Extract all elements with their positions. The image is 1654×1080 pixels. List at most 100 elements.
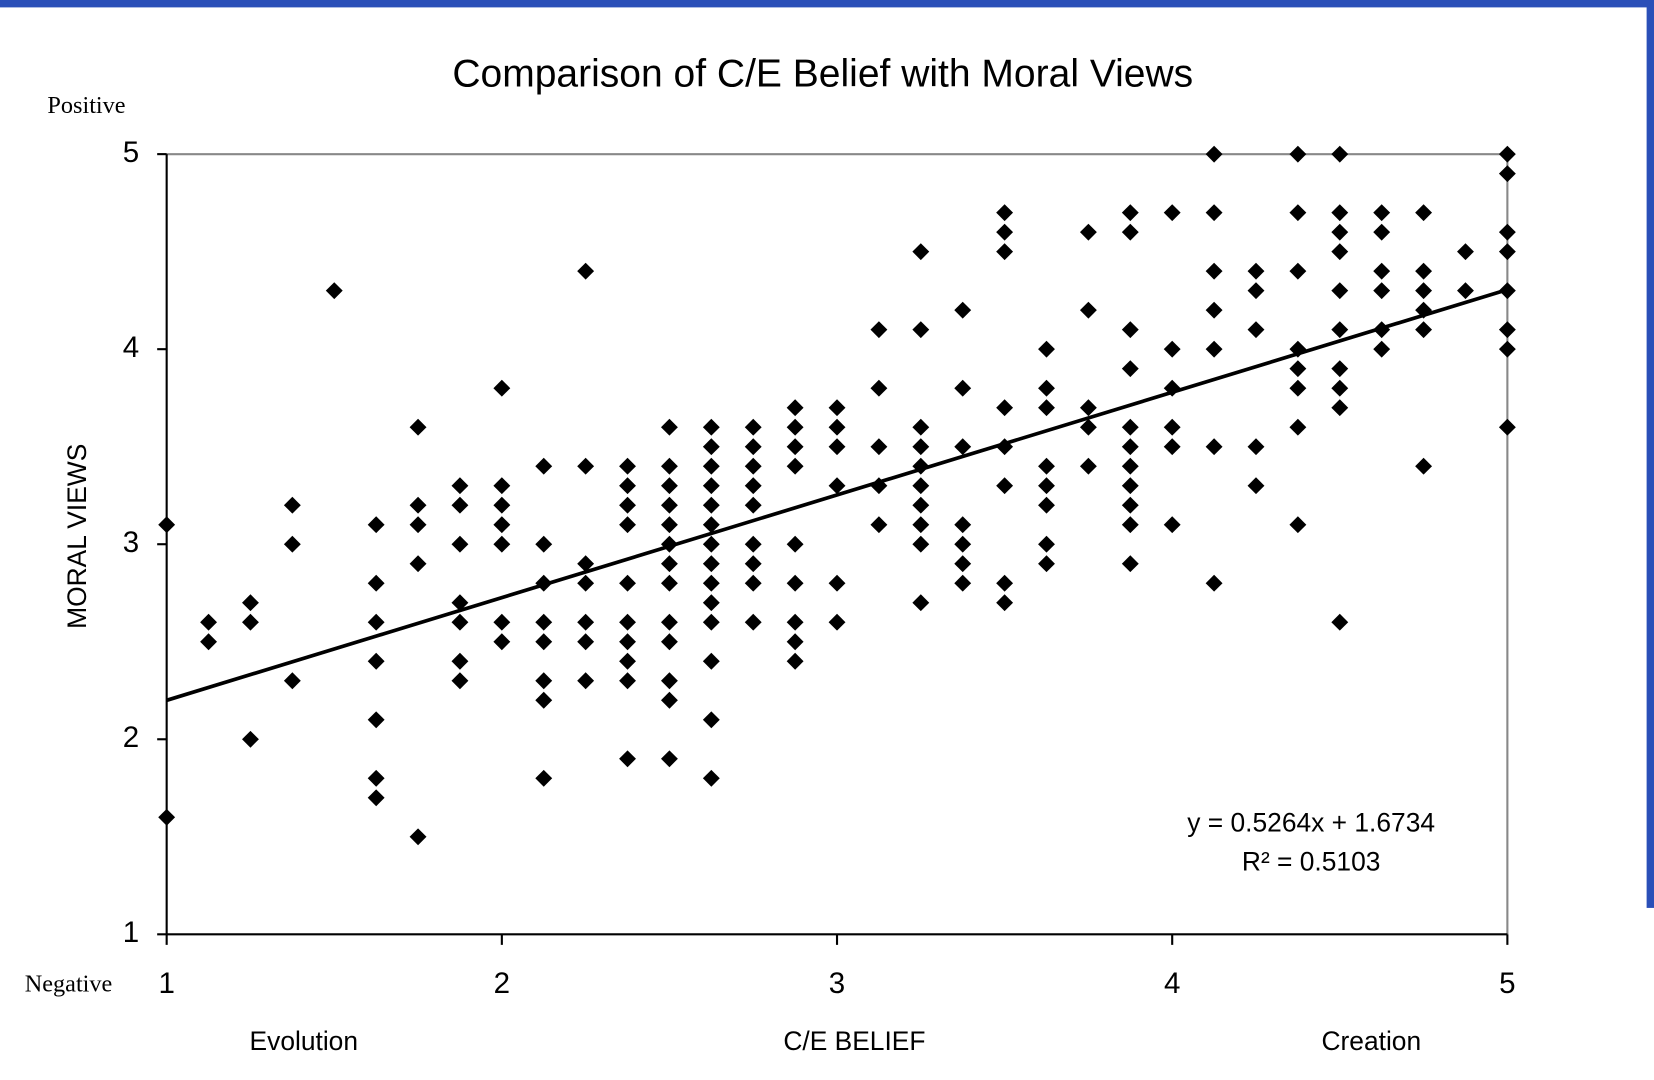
point — [912, 535, 930, 553]
point — [619, 652, 636, 670]
point — [535, 769, 553, 787]
y-axis-label: MORAL VIEWS — [62, 444, 92, 629]
point — [954, 574, 972, 592]
point — [1079, 223, 1097, 241]
point — [535, 633, 553, 651]
y-tick-label: 3 — [123, 526, 139, 559]
point — [200, 633, 218, 651]
point — [660, 555, 678, 573]
point — [1498, 223, 1516, 241]
point — [702, 711, 720, 729]
point — [451, 535, 469, 553]
y-tick-label: 2 — [123, 721, 139, 754]
point — [1457, 243, 1474, 261]
point — [1121, 477, 1139, 495]
point — [912, 594, 930, 612]
point — [702, 496, 720, 514]
point — [1205, 574, 1223, 592]
point — [1163, 418, 1181, 436]
point — [954, 379, 972, 397]
point — [1205, 262, 1223, 280]
point — [1415, 204, 1433, 222]
point — [954, 516, 972, 534]
point — [912, 418, 930, 436]
point — [1079, 301, 1097, 319]
point — [493, 516, 511, 534]
point — [1038, 457, 1055, 475]
point — [870, 516, 888, 534]
right-border — [1646, 0, 1654, 908]
point — [996, 574, 1014, 592]
point — [870, 379, 888, 397]
point — [660, 516, 678, 534]
point — [493, 496, 511, 514]
point — [912, 496, 930, 514]
point — [409, 516, 427, 534]
point — [912, 321, 930, 339]
point — [1121, 204, 1139, 222]
point — [619, 574, 636, 592]
point — [409, 496, 427, 514]
chart-title: Comparison of C/E Belief with Moral View… — [452, 52, 1193, 95]
point — [1415, 262, 1433, 280]
point — [409, 418, 427, 436]
point — [1079, 418, 1097, 436]
point — [242, 594, 259, 612]
point — [1415, 457, 1433, 475]
negative-label: Negative — [25, 971, 113, 998]
point — [912, 516, 930, 534]
point — [493, 535, 511, 553]
point — [702, 535, 720, 553]
point — [1038, 496, 1055, 514]
point — [1121, 555, 1139, 573]
point — [409, 828, 427, 846]
equation: y = 0.5264x + 1.6734 — [1187, 807, 1435, 837]
point — [660, 418, 678, 436]
point — [451, 594, 469, 612]
point — [954, 301, 972, 319]
point — [367, 769, 385, 787]
point — [996, 223, 1014, 241]
point — [660, 574, 678, 592]
point — [619, 477, 636, 495]
positive-label: Positive — [47, 92, 125, 119]
point — [1121, 360, 1139, 378]
point — [493, 379, 511, 397]
point — [1079, 457, 1097, 475]
point — [158, 516, 176, 534]
point — [619, 496, 636, 514]
point — [493, 477, 511, 495]
point — [1205, 204, 1223, 222]
point — [1498, 145, 1516, 163]
y-tick-label: 5 — [123, 136, 139, 169]
point — [367, 574, 385, 592]
point — [283, 496, 301, 514]
point — [1498, 418, 1516, 436]
point — [493, 633, 511, 651]
point — [660, 496, 678, 514]
creation-label: Creation — [1321, 1026, 1421, 1056]
point — [1163, 516, 1181, 534]
point — [577, 457, 595, 475]
point — [367, 652, 385, 670]
point — [1498, 321, 1516, 339]
point — [1121, 418, 1139, 436]
point — [1121, 457, 1139, 475]
x-tick-label: 5 — [1499, 967, 1515, 1000]
point — [1163, 204, 1181, 222]
point — [1121, 496, 1139, 514]
y-tick-label: 1 — [123, 916, 139, 949]
point — [283, 535, 301, 553]
evolution-label: Evolution — [250, 1026, 358, 1056]
point — [1205, 438, 1223, 456]
point — [660, 750, 678, 768]
point — [1038, 535, 1055, 553]
point — [702, 438, 720, 456]
point — [870, 321, 888, 339]
point — [1121, 516, 1139, 534]
point — [619, 457, 636, 475]
x-tick-label: 4 — [1164, 967, 1180, 1000]
point — [619, 516, 636, 534]
